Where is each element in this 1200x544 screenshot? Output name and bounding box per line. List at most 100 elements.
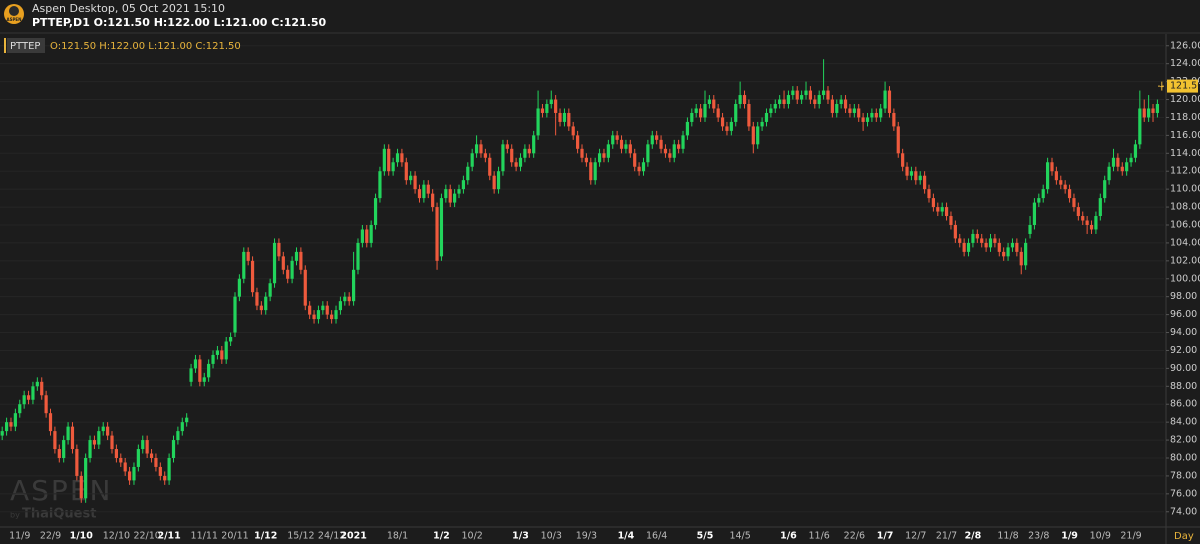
y-tick-label: 118.00 <box>1170 112 1200 123</box>
candle-body <box>707 99 711 105</box>
candle-body <box>602 153 606 158</box>
x-tick-label: 11/8 <box>997 531 1018 542</box>
y-tick-label: 80.00 <box>1170 452 1197 463</box>
candle-body <box>202 377 206 382</box>
x-tick-label: 15/12 <box>287 531 314 542</box>
candle-body <box>413 175 417 190</box>
candle-body <box>167 457 171 481</box>
candle-body <box>1015 242 1019 252</box>
y-tick-label: 96.00 <box>1170 309 1197 320</box>
y-tick-label: 98.00 <box>1170 291 1197 302</box>
candle-body <box>426 184 430 194</box>
y-tick-label: 88.00 <box>1170 381 1197 392</box>
candle-body <box>492 175 496 190</box>
candle-body <box>79 475 83 499</box>
candle-body <box>242 251 246 279</box>
candle-body <box>224 341 228 360</box>
candle-body <box>501 144 505 172</box>
candle-body <box>141 440 145 450</box>
candle-body <box>839 99 843 105</box>
candle-body <box>1155 104 1160 113</box>
candle-body <box>1103 180 1107 199</box>
candle-body <box>127 471 132 481</box>
candle-body <box>681 135 685 149</box>
candle-body <box>527 148 531 154</box>
candle-body <box>747 104 751 127</box>
candle-body <box>215 350 220 355</box>
candle-body <box>70 426 75 450</box>
candle-body <box>1120 166 1124 172</box>
candle-body <box>53 431 57 450</box>
grid <box>0 45 1164 513</box>
candle-body <box>532 135 536 154</box>
quote-line: PTTEP,D1 O:121.50 H:122.00 L:121.00 C:12… <box>32 16 327 29</box>
candle-body <box>286 269 290 279</box>
candle-body <box>444 189 448 199</box>
candle-body <box>804 90 808 96</box>
candle-body <box>764 112 769 122</box>
candle-body <box>246 251 250 261</box>
candle-body <box>962 242 966 252</box>
candle-body <box>149 453 154 458</box>
x-tick-label: 5/5 <box>697 531 714 542</box>
candle-body <box>97 431 101 445</box>
candle-body <box>738 95 742 105</box>
candle-body <box>852 108 856 113</box>
candle-body <box>13 413 17 427</box>
candle-body <box>119 457 123 463</box>
candle-body <box>264 296 268 311</box>
candle-body <box>387 148 391 172</box>
candle-body <box>26 395 31 400</box>
candle-body <box>808 90 813 100</box>
candle-body <box>650 135 654 145</box>
candle-body <box>830 99 834 113</box>
y-tick-label: 108.00 <box>1170 202 1200 213</box>
candle-body <box>4 422 9 432</box>
candle-body <box>997 242 1001 252</box>
candle-body <box>510 148 514 163</box>
watermark-brand: ThaiQuest <box>22 507 96 522</box>
candle-body <box>422 184 426 199</box>
candle-body <box>48 413 53 432</box>
candle-body <box>1151 108 1155 113</box>
x-tick-label: 12/7 <box>905 531 926 542</box>
candle-body <box>281 256 285 270</box>
x-tick-label: 1/9 <box>1061 531 1078 542</box>
x-tick-label: 19/3 <box>576 531 597 542</box>
x-tick-label: 1/6 <box>780 531 797 542</box>
candle-body <box>562 112 567 122</box>
candle-body <box>409 175 413 181</box>
candle-body <box>435 207 439 261</box>
app-title: Aspen Desktop, 05 Oct 2021 15:10 <box>32 2 225 15</box>
candle-body <box>391 162 395 172</box>
candle-body <box>18 404 22 414</box>
candle-body <box>255 292 259 306</box>
candle-body <box>624 144 628 149</box>
candle-body <box>756 126 760 145</box>
candle-body <box>378 171 382 199</box>
candle-body <box>237 278 241 297</box>
candle-body <box>185 417 189 423</box>
last-price-label: 121.50 <box>1170 81 1200 92</box>
candle-body <box>545 104 549 113</box>
candle-body <box>865 117 870 122</box>
candle-body <box>589 162 593 181</box>
candle-body <box>1147 108 1151 118</box>
candle-body <box>1010 242 1015 248</box>
candle-body <box>400 153 404 163</box>
candle-body <box>1072 198 1076 208</box>
candle-body <box>457 189 461 194</box>
candle-body <box>923 175 927 190</box>
x-tick-label: 10/2 <box>462 531 483 542</box>
candle-body <box>619 139 624 149</box>
y-tick-label: 120.00 <box>1170 94 1200 105</box>
candle-body <box>1054 171 1058 181</box>
y-tick-label: 90.00 <box>1170 363 1197 374</box>
candle-body <box>229 337 233 342</box>
candle-body <box>685 121 690 136</box>
candle-body <box>483 153 487 158</box>
candle-body <box>250 260 255 293</box>
candle-body <box>1089 224 1094 230</box>
watermark-by: by <box>10 511 20 520</box>
candle-body <box>1133 144 1138 158</box>
